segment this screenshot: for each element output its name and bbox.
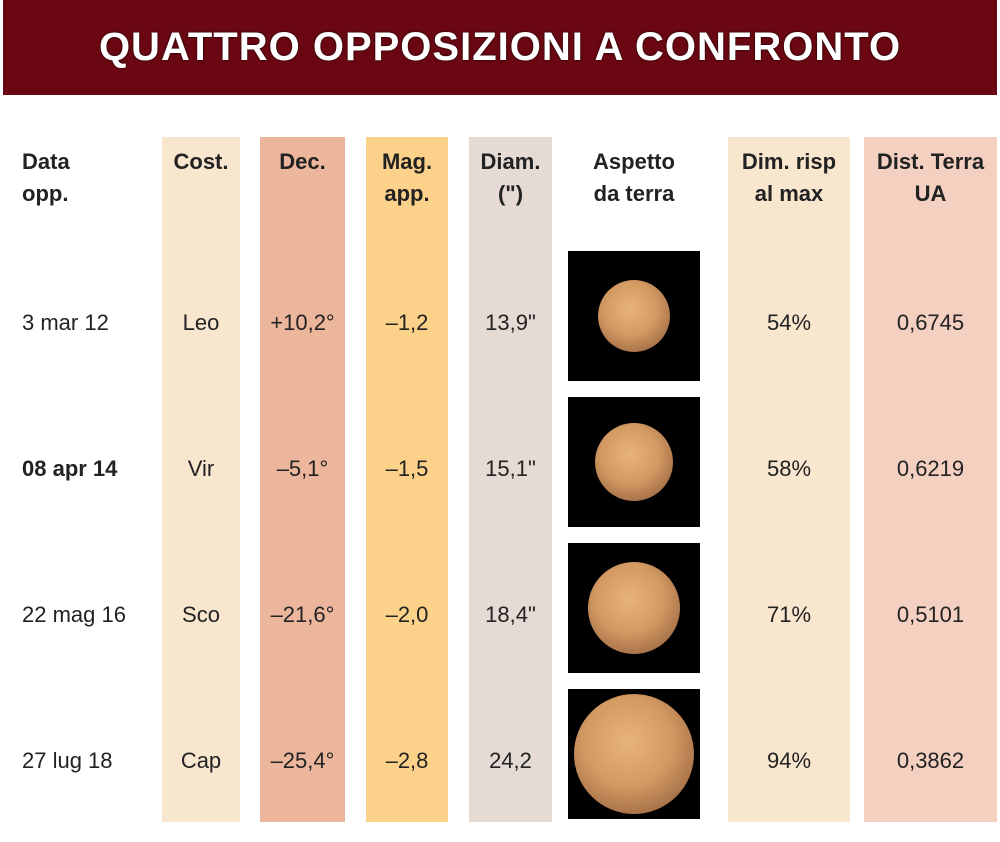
header-line: Aspetto bbox=[593, 149, 675, 174]
table-cell: +10,2° bbox=[270, 310, 335, 335]
column-header: Mag. app. bbox=[366, 146, 448, 210]
header-line: Dec. bbox=[279, 149, 326, 174]
table-cell: 15,1" bbox=[485, 456, 536, 481]
table-cell: 0,3862 bbox=[896, 748, 965, 773]
column-header: Data opp. bbox=[22, 146, 152, 210]
header-line: UA bbox=[914, 181, 947, 206]
column-background bbox=[469, 137, 552, 822]
mars-disk bbox=[595, 423, 673, 501]
column-background bbox=[366, 137, 448, 822]
table-cell: –2,0 bbox=[385, 602, 429, 627]
table-cell: –2,8 bbox=[385, 748, 429, 773]
title-bar: QUATTRO OPPOSIZIONI A CONFRONTO bbox=[3, 0, 997, 95]
mars-image bbox=[568, 543, 700, 673]
column-background bbox=[260, 137, 345, 822]
table-cell: 0,6219 bbox=[896, 456, 965, 481]
header-line: (") bbox=[497, 181, 524, 206]
column-header: Diam. (") bbox=[469, 146, 552, 210]
table-cell: 54% bbox=[766, 310, 812, 335]
header-line: app. bbox=[384, 181, 430, 206]
column-background bbox=[864, 137, 997, 822]
table-cell: –1,5 bbox=[385, 456, 429, 481]
table-cell: Leo bbox=[182, 310, 220, 335]
table-cell: 0,5101 bbox=[896, 602, 965, 627]
column-header: Dim. risp al max bbox=[728, 146, 850, 210]
header-line: Diam. bbox=[480, 149, 541, 174]
table-cell: 27 lug 18 bbox=[22, 748, 113, 773]
column-header: Dist. Terra UA bbox=[864, 146, 997, 210]
header-line: Dist. Terra bbox=[876, 149, 985, 174]
table-cell: 0,6745 bbox=[896, 310, 965, 335]
table-cell: –1,2 bbox=[385, 310, 429, 335]
table-cell: 94% bbox=[766, 748, 812, 773]
mars-image bbox=[568, 689, 700, 819]
table-cell: Cap bbox=[180, 748, 222, 773]
mars-disk bbox=[574, 694, 694, 814]
title: QUATTRO OPPOSIZIONI A CONFRONTO bbox=[98, 25, 902, 69]
table-cell: –5,1° bbox=[276, 456, 329, 481]
table-cell: –21,6° bbox=[270, 602, 335, 627]
header-line: Cost. bbox=[173, 149, 229, 174]
table-cell: 13,9" bbox=[485, 310, 536, 335]
header-line: Data bbox=[22, 149, 70, 174]
column-background bbox=[728, 137, 850, 822]
table-cell: 71% bbox=[766, 602, 812, 627]
mars-image bbox=[568, 251, 700, 381]
table-cell: 18,4" bbox=[485, 602, 536, 627]
column-header: Cost. bbox=[162, 146, 240, 178]
header-line: opp. bbox=[22, 181, 69, 206]
mars-image bbox=[568, 397, 700, 527]
table-cell: 08 apr 14 bbox=[22, 456, 118, 481]
header-line: da terra bbox=[593, 181, 675, 206]
mars-disk bbox=[588, 562, 680, 654]
column-header: Dec. bbox=[260, 146, 345, 178]
table-cell: 58% bbox=[766, 456, 812, 481]
header-line: Mag. bbox=[381, 149, 433, 174]
mars-disk bbox=[598, 280, 670, 352]
header-line: Dim. risp bbox=[741, 149, 837, 174]
table-cell: Sco bbox=[182, 602, 220, 627]
table-cell: 24,2 bbox=[489, 748, 532, 773]
table-cell: –25,4° bbox=[270, 748, 335, 773]
table-cell: Vir bbox=[187, 456, 215, 481]
table-cell: 22 mag 16 bbox=[22, 602, 126, 627]
column-header: Aspetto da terra bbox=[560, 146, 708, 210]
column-background bbox=[162, 137, 240, 822]
header-line: al max bbox=[754, 181, 824, 206]
table-cell: 3 mar 12 bbox=[22, 310, 109, 335]
